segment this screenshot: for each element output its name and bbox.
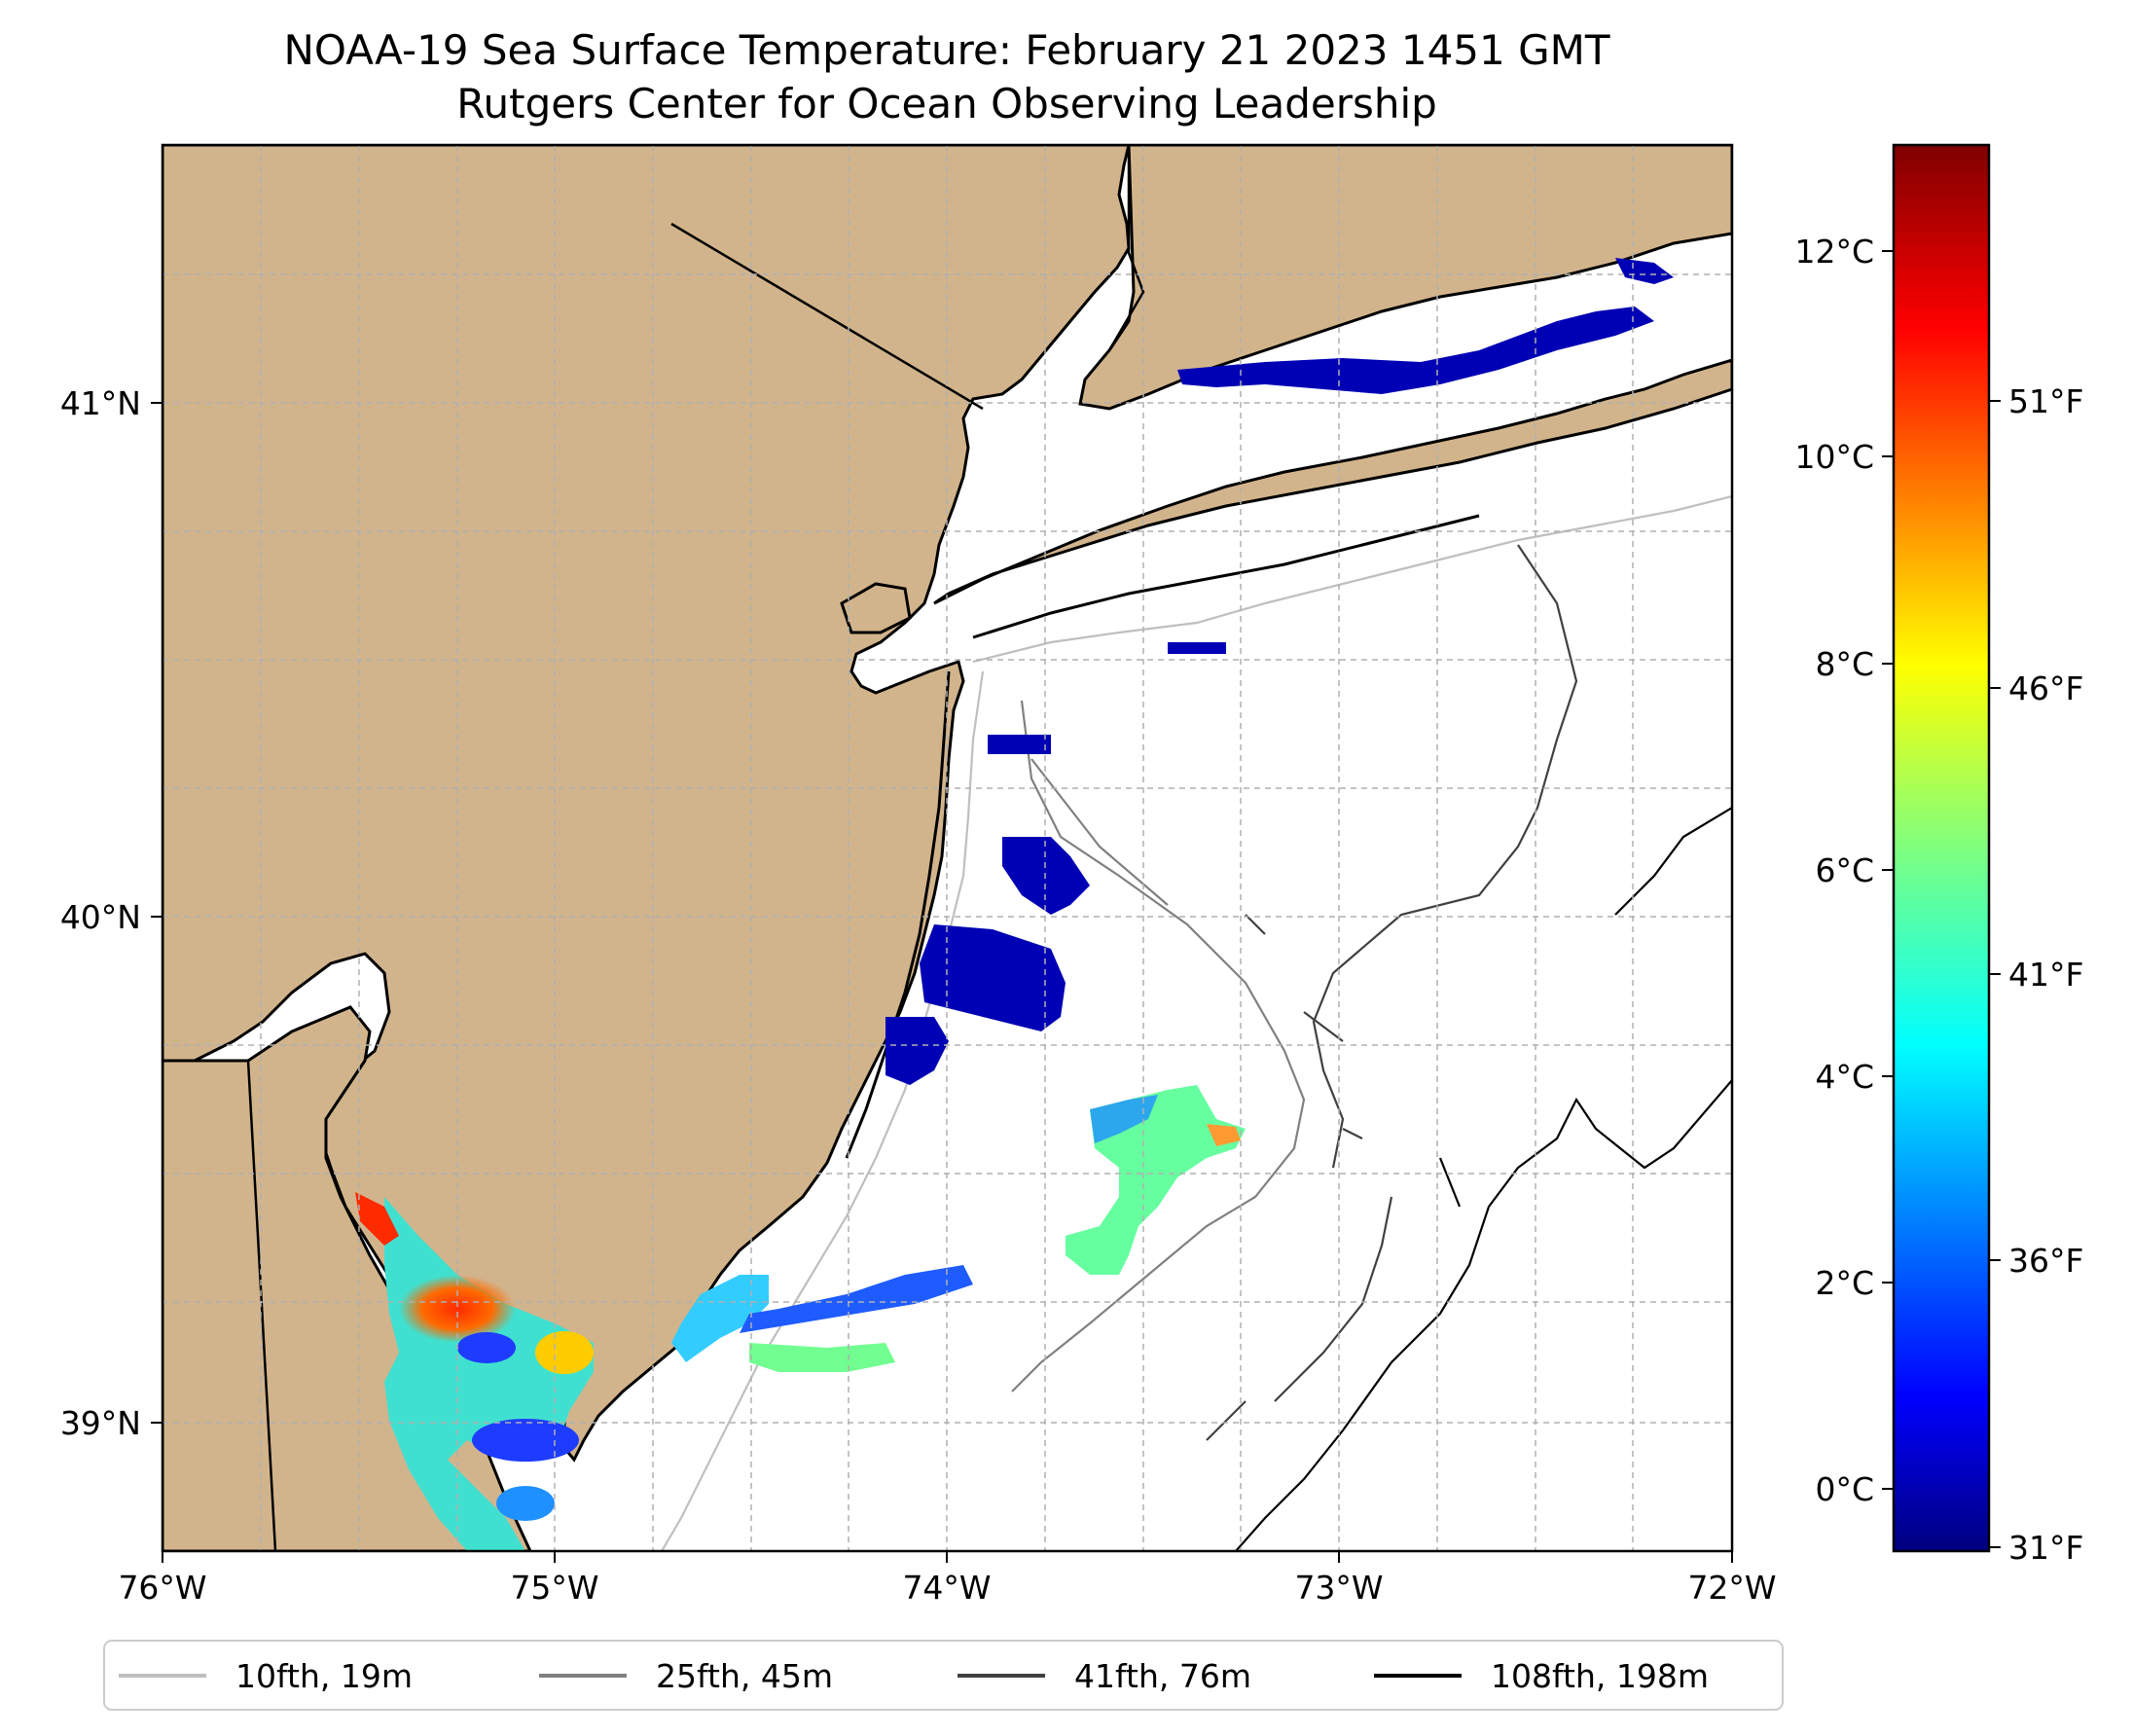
sst-long-island-sound bbox=[1177, 307, 1654, 394]
cb-label-41f: 41°F bbox=[2008, 956, 2083, 994]
isobath-41fth bbox=[1206, 544, 1578, 1441]
isobath-10fth bbox=[661, 494, 1732, 1551]
sst-patch-a bbox=[988, 735, 1051, 754]
sst-delaware-yellow bbox=[535, 1331, 594, 1374]
legend-label-41fth: 41fth, 76m bbox=[1074, 1657, 1251, 1695]
sst-delaware-blue-south bbox=[472, 1419, 579, 1462]
cb-label-4c: 4°C bbox=[1815, 1058, 1874, 1096]
cb-label-31f: 31°F bbox=[2008, 1529, 2083, 1567]
legend-label-10fth: 10fth, 19m bbox=[235, 1657, 413, 1695]
sst-patch-e bbox=[1168, 642, 1226, 654]
gridlines bbox=[163, 145, 1732, 1551]
sst-data bbox=[355, 258, 1674, 1551]
cb-label-8c: 8°C bbox=[1815, 645, 1874, 683]
sst-delaware-red-strip bbox=[355, 1192, 399, 1246]
legend-box bbox=[103, 1640, 1784, 1711]
sst-shelf-strip-green bbox=[749, 1343, 895, 1372]
isobath-108fth bbox=[1235, 807, 1732, 1551]
land-staten-island bbox=[840, 582, 912, 634]
cb-label-46f: 46°F bbox=[2008, 669, 2083, 707]
sst-cape-may-shelf bbox=[671, 1275, 769, 1362]
colorbar-celsius-ticks bbox=[1882, 250, 2001, 1548]
sst-delaware-blue bbox=[457, 1332, 516, 1363]
cb-label-10c: 10°C bbox=[1794, 438, 1874, 476]
sst-delaware-blue-tip bbox=[496, 1486, 555, 1521]
sst-offshore-blob-orange bbox=[1207, 1124, 1241, 1146]
chart-subtitle: Rutgers Center for Ocean Observing Leade… bbox=[456, 80, 1437, 127]
cb-label-51f: 51°F bbox=[2008, 382, 2083, 420]
sst-offshore-blob-blue bbox=[1090, 1095, 1158, 1143]
cb-label-12c: 12°C bbox=[1794, 233, 1874, 271]
cb-label-0c: 0°C bbox=[1815, 1470, 1874, 1508]
colorbar bbox=[1892, 143, 1991, 1553]
x-tick-label-72: 72°W bbox=[1687, 1569, 1776, 1607]
sst-patch-d bbox=[885, 1017, 949, 1085]
y-tick-label-40: 40°N bbox=[60, 898, 141, 936]
state-boundary bbox=[163, 145, 1145, 1551]
x-tick-label-75: 75°W bbox=[510, 1569, 598, 1607]
land-long-island bbox=[933, 358, 1732, 605]
isobath-legend: 10fth, 19m 25fth, 45m 41fth, 76m 108fth,… bbox=[103, 1640, 1784, 1711]
sst-delaware-red bbox=[399, 1275, 516, 1343]
barrier-islands bbox=[845, 670, 951, 1159]
chart-title: NOAA-19 Sea Surface Temperature: Februar… bbox=[283, 26, 1609, 74]
cb-label-2c: 2°C bbox=[1815, 1264, 1874, 1302]
isobaths bbox=[661, 494, 1732, 1551]
land-connecticut bbox=[1078, 145, 1732, 411]
y-tick-label-39: 39°N bbox=[60, 1404, 141, 1442]
y-tick-label-41: 41°N bbox=[60, 384, 141, 422]
sst-shelf-strip bbox=[740, 1265, 973, 1333]
legend-label-108fth: 108fth, 198m bbox=[1491, 1657, 1709, 1695]
legend-label-25fth: 25fth, 45m bbox=[656, 1657, 833, 1695]
cb-label-6c: 6°C bbox=[1815, 851, 1874, 889]
sst-patch-c bbox=[920, 924, 1066, 1031]
sst-patch-b bbox=[1002, 837, 1090, 915]
sst-upper-ls bbox=[1615, 258, 1674, 284]
axis-ticks bbox=[151, 402, 1733, 1563]
x-tick-label-74: 74°W bbox=[902, 1569, 991, 1607]
map-area bbox=[163, 145, 1732, 1551]
x-tick-label-73: 73°W bbox=[1294, 1569, 1383, 1607]
barrier-islands-li bbox=[972, 514, 1480, 639]
cb-label-36f: 36°F bbox=[2008, 1242, 2083, 1280]
x-tick-label-76: 76°W bbox=[118, 1569, 206, 1607]
